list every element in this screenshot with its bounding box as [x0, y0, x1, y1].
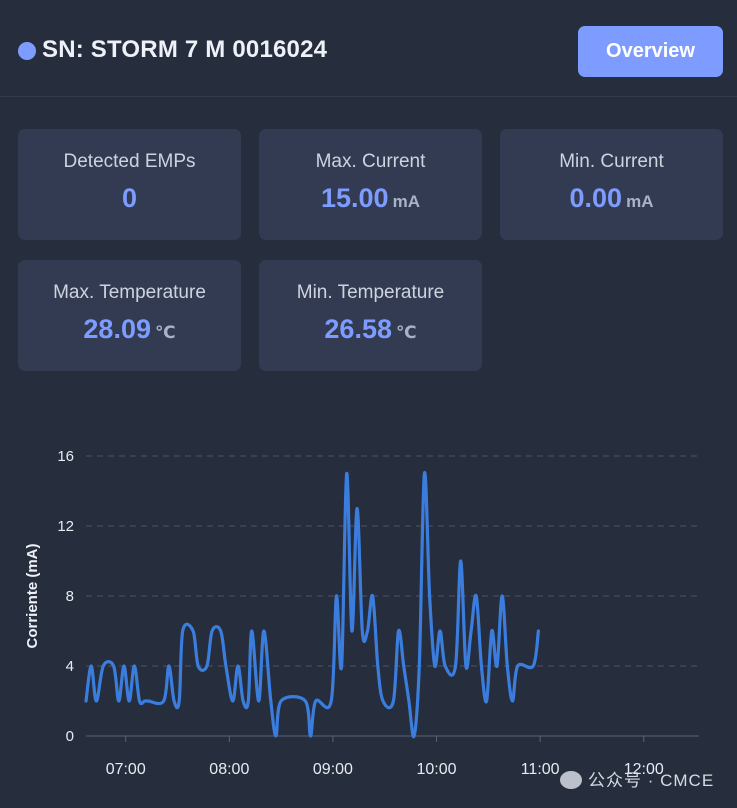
y-tick-label: 8	[66, 588, 74, 605]
x-tick-label: 08:00	[209, 761, 249, 778]
x-tick-label: 11:00	[521, 761, 560, 778]
watermark-text: 公众号 · CMCE	[588, 771, 715, 790]
stat-unit: ℃	[154, 323, 176, 342]
device-header: SN: STORM 7 M 0016024 Overview	[0, 0, 737, 97]
series-line	[84, 471, 540, 739]
device-title: SN: STORM 7 M 0016024	[42, 36, 328, 63]
y-tick-label: 16	[57, 448, 74, 465]
stat-label: Min. Temperature	[296, 282, 445, 303]
y-tick-label: 12	[57, 518, 74, 535]
stat-label: Max. Current	[315, 151, 426, 172]
stat-unit: mA	[392, 192, 420, 211]
y-axis-label: Corriente (mA)	[24, 543, 41, 648]
x-tick-label: 10:00	[417, 761, 457, 778]
stat-card-max-temperature: Max. Temperature 28.09 ℃	[18, 260, 241, 371]
stat-card-detected-emps: Detected EMPs 0	[18, 129, 241, 240]
stat-label: Min. Current	[559, 151, 664, 172]
stat-value: 15.00 mA	[321, 183, 420, 213]
stat-unit: ℃	[395, 323, 417, 342]
status-dot-icon	[18, 42, 36, 60]
overview-button[interactable]: Overview	[578, 26, 723, 77]
stat-label: Detected EMPs	[63, 151, 196, 172]
x-tick-label: 07:00	[106, 761, 146, 778]
watermark: 公众号 · CMCE	[560, 766, 714, 791]
stat-card-max-current: Max. Current 15.00 mA	[259, 129, 482, 240]
wechat-icon	[560, 771, 582, 789]
x-tick-label: 09:00	[313, 761, 353, 778]
x-tick-label: 12:00	[624, 761, 664, 778]
stat-label: Max. Temperature	[53, 282, 206, 303]
y-tick-label: 4	[66, 658, 74, 675]
stat-value: 26.58 ℃	[324, 314, 417, 344]
stat-value: 28.09 ℃	[83, 314, 176, 344]
stat-card-min-current: Min. Current 0.00 mA	[500, 129, 723, 240]
stat-unit: mA	[626, 192, 654, 211]
stat-card-min-temperature: Min. Temperature 26.58 ℃	[259, 260, 482, 371]
y-tick-label: 0	[66, 728, 74, 745]
stat-value: 0	[121, 183, 138, 213]
current-line-chart: 0 4 8 12 16 07:00 08:00 09:00 10:00 11:00 12:00 Cor…	[24, 448, 699, 778]
stat-value: 0.00 mA	[569, 183, 654, 213]
